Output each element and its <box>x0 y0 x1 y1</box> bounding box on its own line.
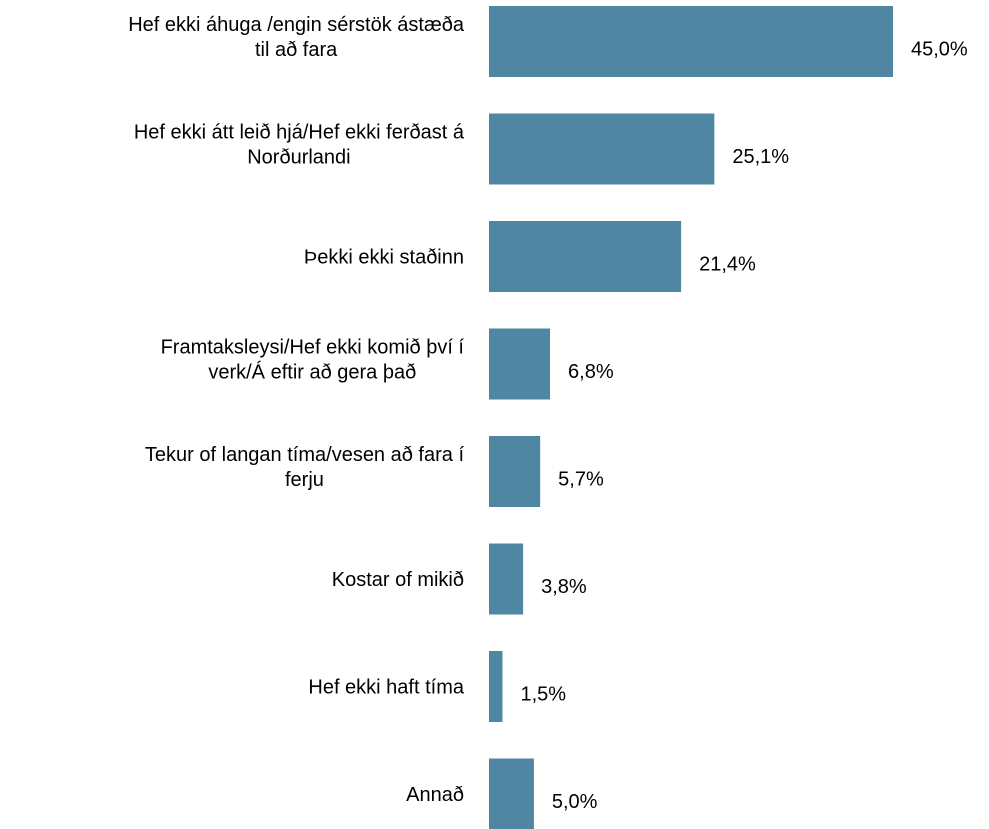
category-label-3: Þekki ekki staðinn <box>304 247 464 269</box>
category-label-4: Framtaksleysi/Hef ekki komið því í verk/Á… <box>161 337 465 384</box>
category-label-7: Hef ekki haft tíma <box>308 677 464 699</box>
value-label-4: 6,8% <box>568 361 614 383</box>
value-labels-group: 45,0% 25,1% 21,4% 6,8% 5,7% 3,8% 1,5% 5,0% <box>520 39 967 814</box>
value-label-3: 21,4% <box>699 254 756 276</box>
bar-8 <box>489 758 534 829</box>
bar-3 <box>489 221 682 292</box>
value-label-7: 1,5% <box>520 684 566 706</box>
bar-4 <box>489 328 551 400</box>
value-label-5: 5,7% <box>558 469 604 491</box>
bar-7 <box>489 651 503 722</box>
category-label-1: Hef ekki áhuga /engin sérstök ástæða til … <box>128 14 465 61</box>
bar-1 <box>489 6 893 77</box>
bar-2 <box>489 113 715 185</box>
category-label-6: Kostar of mikið <box>332 569 464 591</box>
value-label-1: 45,0% <box>911 39 968 61</box>
category-label-8: Annað <box>406 784 464 806</box>
bar-6 <box>489 543 524 615</box>
value-label-6: 3,8% <box>541 576 587 598</box>
category-label-5: Tekur of langan tíma/vesen að fara í ferj… <box>145 444 465 491</box>
value-label-8: 5,0% <box>552 791 598 813</box>
bars-group <box>489 6 893 829</box>
category-labels-group: Hef ekki áhuga /engin sérstök ástæða til … <box>128 14 465 806</box>
category-label-2: Hef ekki átt leið hjá/Hef ekki ferðast á… <box>134 122 465 169</box>
bar-5 <box>489 436 541 507</box>
value-label-2: 25,1% <box>732 146 789 168</box>
